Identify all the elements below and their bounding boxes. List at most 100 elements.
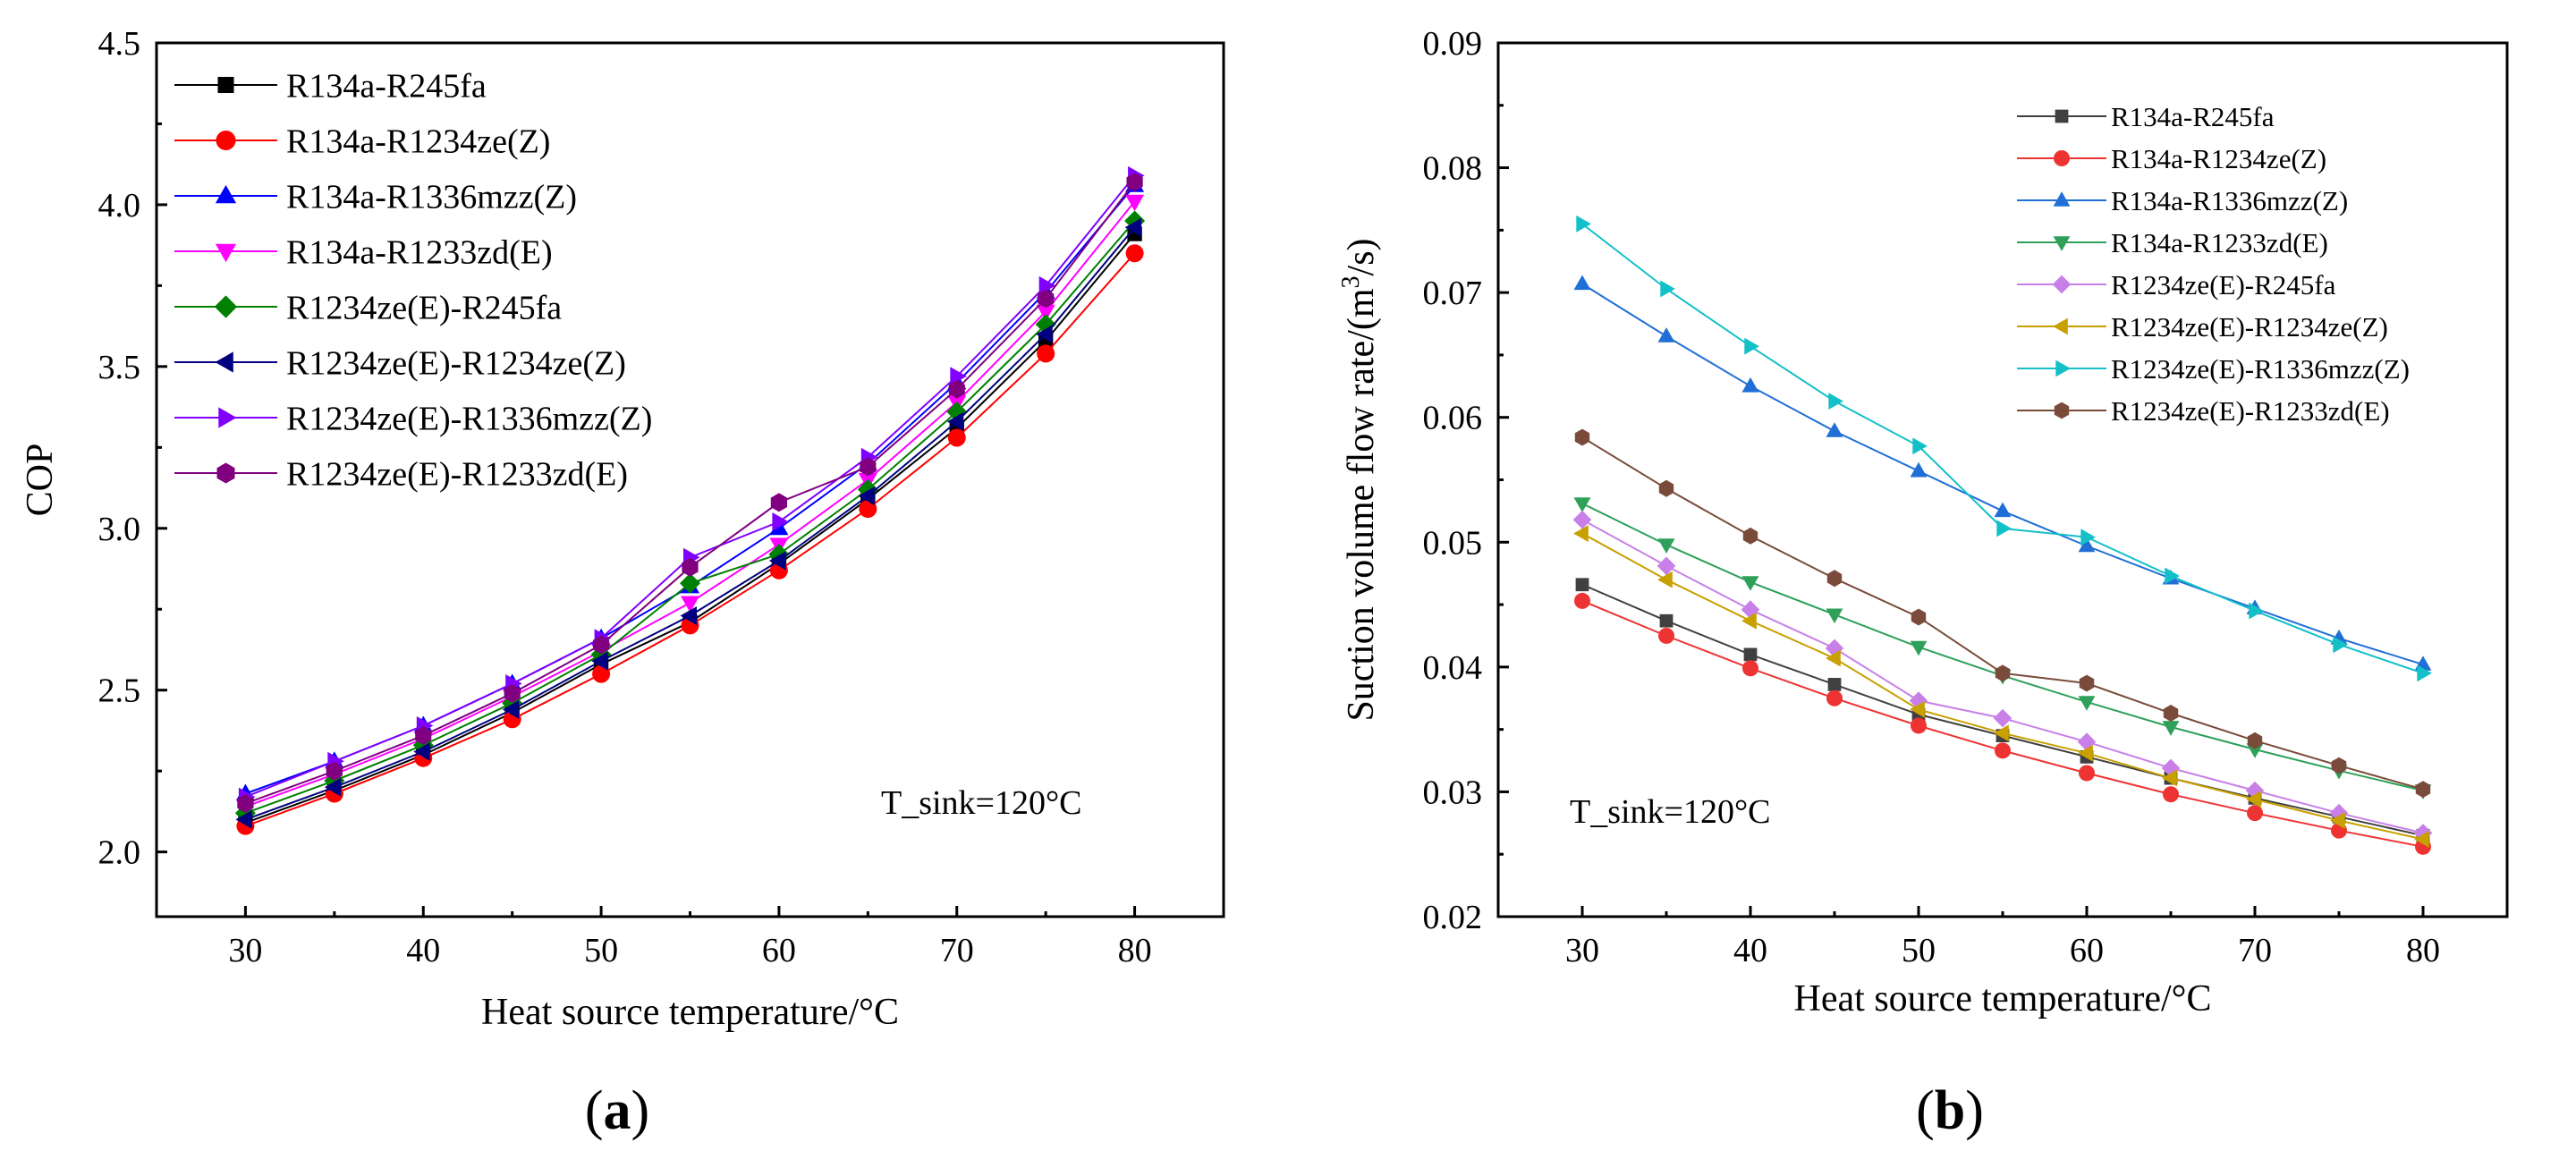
legend-item: R1234ze(E)-R1233zd(E): [2017, 395, 2390, 427]
data-point: [1576, 215, 1591, 233]
data-point: [1124, 217, 1142, 237]
data-point: [772, 512, 789, 531]
series-5: [235, 217, 1142, 829]
y-tick-label: 3.5: [98, 349, 141, 386]
x-tick-label: 80: [1118, 932, 1152, 969]
series-5: [1573, 525, 2429, 848]
data-point: [2330, 812, 2345, 829]
data-point: [1742, 660, 1758, 677]
data-point: [1741, 612, 1757, 630]
y-axis-label: COP: [20, 444, 61, 517]
panel-label-open: (: [585, 1080, 604, 1141]
data-point: [1912, 437, 1928, 455]
data-point: [1575, 578, 1589, 592]
data-point: [1744, 337, 1759, 355]
panel-label: (b): [1916, 1080, 1984, 1141]
legend-label: R1234ze(E)-R1234ze(Z): [2111, 311, 2388, 343]
y-axis-label-end: /s): [1341, 238, 1382, 275]
data-point: [950, 367, 967, 386]
x-axis-label: Heat source temperature/°C: [481, 992, 899, 1033]
data-point: [1741, 376, 1759, 393]
legend-item: R1234ze(E)-R1336mzz(Z): [174, 400, 652, 437]
x-tick-label: 50: [584, 932, 618, 969]
x-tick-label: 70: [940, 932, 974, 969]
data-point: [1657, 556, 1676, 576]
data-point: [1657, 571, 1673, 588]
legend-item: R134a-R245fa: [2017, 101, 2275, 132]
data-point: [2078, 537, 2096, 553]
data-point: [1125, 244, 1144, 263]
legend-label: R1234ze(E)-R1233zd(E): [286, 455, 628, 493]
legend-label: R134a-R1234ze(Z): [2111, 143, 2326, 174]
legend-marker: [2052, 275, 2072, 294]
legend-marker: [217, 76, 234, 94]
legend-item: R1234ze(E)-R1234ze(Z): [174, 344, 626, 382]
legend-marker: [216, 462, 235, 484]
data-point: [1910, 640, 1928, 656]
legend-item: R134a-R1336mzz(Z): [2017, 185, 2348, 216]
y-axis-label: Suction volume flow rate/(m3/s): [1337, 238, 1382, 721]
data-point: [591, 651, 608, 671]
y-tick-label: 2.0: [98, 834, 141, 872]
legend-label: R134a-R1336mzz(Z): [2111, 185, 2348, 216]
data-point: [1036, 325, 1053, 344]
legend-marker: [2054, 150, 2070, 166]
legend-label: R134a-R245fa: [286, 67, 487, 105]
panel-label: (a): [585, 1080, 649, 1141]
data-point: [2246, 791, 2261, 808]
legend-marker: [218, 407, 237, 428]
legend-marker: [2055, 360, 2071, 377]
panel-label-letter: b: [1935, 1080, 1965, 1141]
legend-item: R134a-R1234ze(Z): [2017, 143, 2326, 174]
data-point: [948, 379, 965, 399]
y-tick-label: 0.03: [1423, 774, 1483, 811]
y-tick-label: 0.02: [1423, 899, 1483, 936]
data-point: [1660, 280, 1675, 298]
data-point: [593, 635, 610, 655]
data-point: [1826, 422, 1843, 437]
legend-marker: [214, 295, 238, 318]
data-point: [1909, 691, 1928, 710]
legend-label: R134a-R245fa: [2111, 101, 2275, 132]
y-axis-label-main: Suction volume flow rate/(m: [1341, 288, 1382, 721]
data-point: [1126, 173, 1143, 192]
legend-label: R1234ze(E)-R1336mzz(Z): [286, 400, 652, 437]
data-point: [2163, 705, 2179, 722]
legend-marker: [216, 131, 236, 150]
legend-label: R134a-R1234ze(Z): [286, 123, 550, 160]
data-point: [681, 596, 699, 613]
legend-marker: [2054, 402, 2070, 419]
panel-label-close: ): [1965, 1080, 1984, 1141]
y-tick-label: 0.04: [1423, 649, 1483, 687]
data-point: [415, 725, 432, 745]
data-point: [1910, 461, 1928, 478]
data-point: [1038, 275, 1056, 295]
data-point: [1994, 502, 2012, 518]
legend-item: R134a-R1233zd(E): [2017, 227, 2328, 258]
y-axis-label-sup: 3: [1337, 275, 1365, 288]
data-point: [2079, 765, 2095, 782]
data-point: [1827, 678, 1842, 691]
data-point: [2417, 664, 2432, 682]
data-point: [860, 457, 877, 477]
data-point: [2247, 732, 2263, 749]
legend-marker: [2053, 317, 2068, 335]
data-point: [1911, 608, 1927, 626]
legend-marker: [215, 351, 233, 373]
data-point: [1657, 327, 1675, 343]
legend-item: R1234ze(E)-R1336mzz(Z): [2017, 353, 2410, 385]
data-point: [1825, 639, 1844, 658]
y-tick-label: 0.05: [1423, 524, 1483, 562]
data-point: [1826, 608, 1843, 624]
data-point: [413, 742, 430, 761]
data-point: [592, 664, 611, 683]
legend-marker: [2055, 109, 2069, 123]
x-tick-label: 60: [762, 932, 796, 969]
data-point: [1573, 497, 1591, 512]
data-point: [2165, 567, 2180, 585]
data-point: [2246, 743, 2264, 758]
data-point: [2078, 696, 2096, 711]
y-tick-label: 0.08: [1423, 150, 1483, 188]
panel-label-open: (: [1916, 1080, 1935, 1141]
data-point: [1994, 724, 2009, 742]
